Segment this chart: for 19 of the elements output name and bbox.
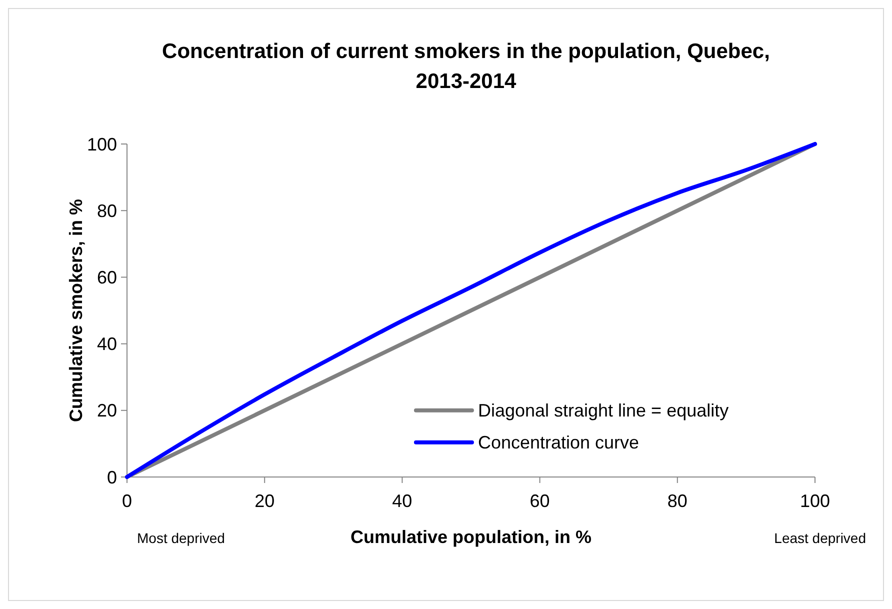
x-tick-label: 0 [122,491,132,511]
y-tick-label: 100 [86,134,117,154]
chart-title: Concentration of current smokers in the population, Quebec, 2013-2014 [162,40,770,93]
x-tick-label: 60 [530,491,550,511]
x-tick-label: 20 [254,491,275,511]
y-tick-label: 40 [96,334,117,354]
text: Most deprived [137,530,225,546]
x-axis-title: Cumulative population, in % [350,527,592,547]
x-tick-label: 80 [667,491,688,511]
x-tick-label: 100 [800,491,830,511]
x-tick-label: 40 [392,491,412,511]
y-tick-label: 80 [96,200,117,221]
y-axis-title: Cumulative smokers, in % [66,198,86,422]
legend-label: Diagonal straight line = equality [478,400,729,421]
legend-label: Concentration curve [478,432,640,453]
text: Least deprived [774,530,866,546]
y-tick-label: 60 [96,268,117,288]
y-tick-label: 0 [106,467,117,488]
y-tick-label: 20 [96,400,117,421]
